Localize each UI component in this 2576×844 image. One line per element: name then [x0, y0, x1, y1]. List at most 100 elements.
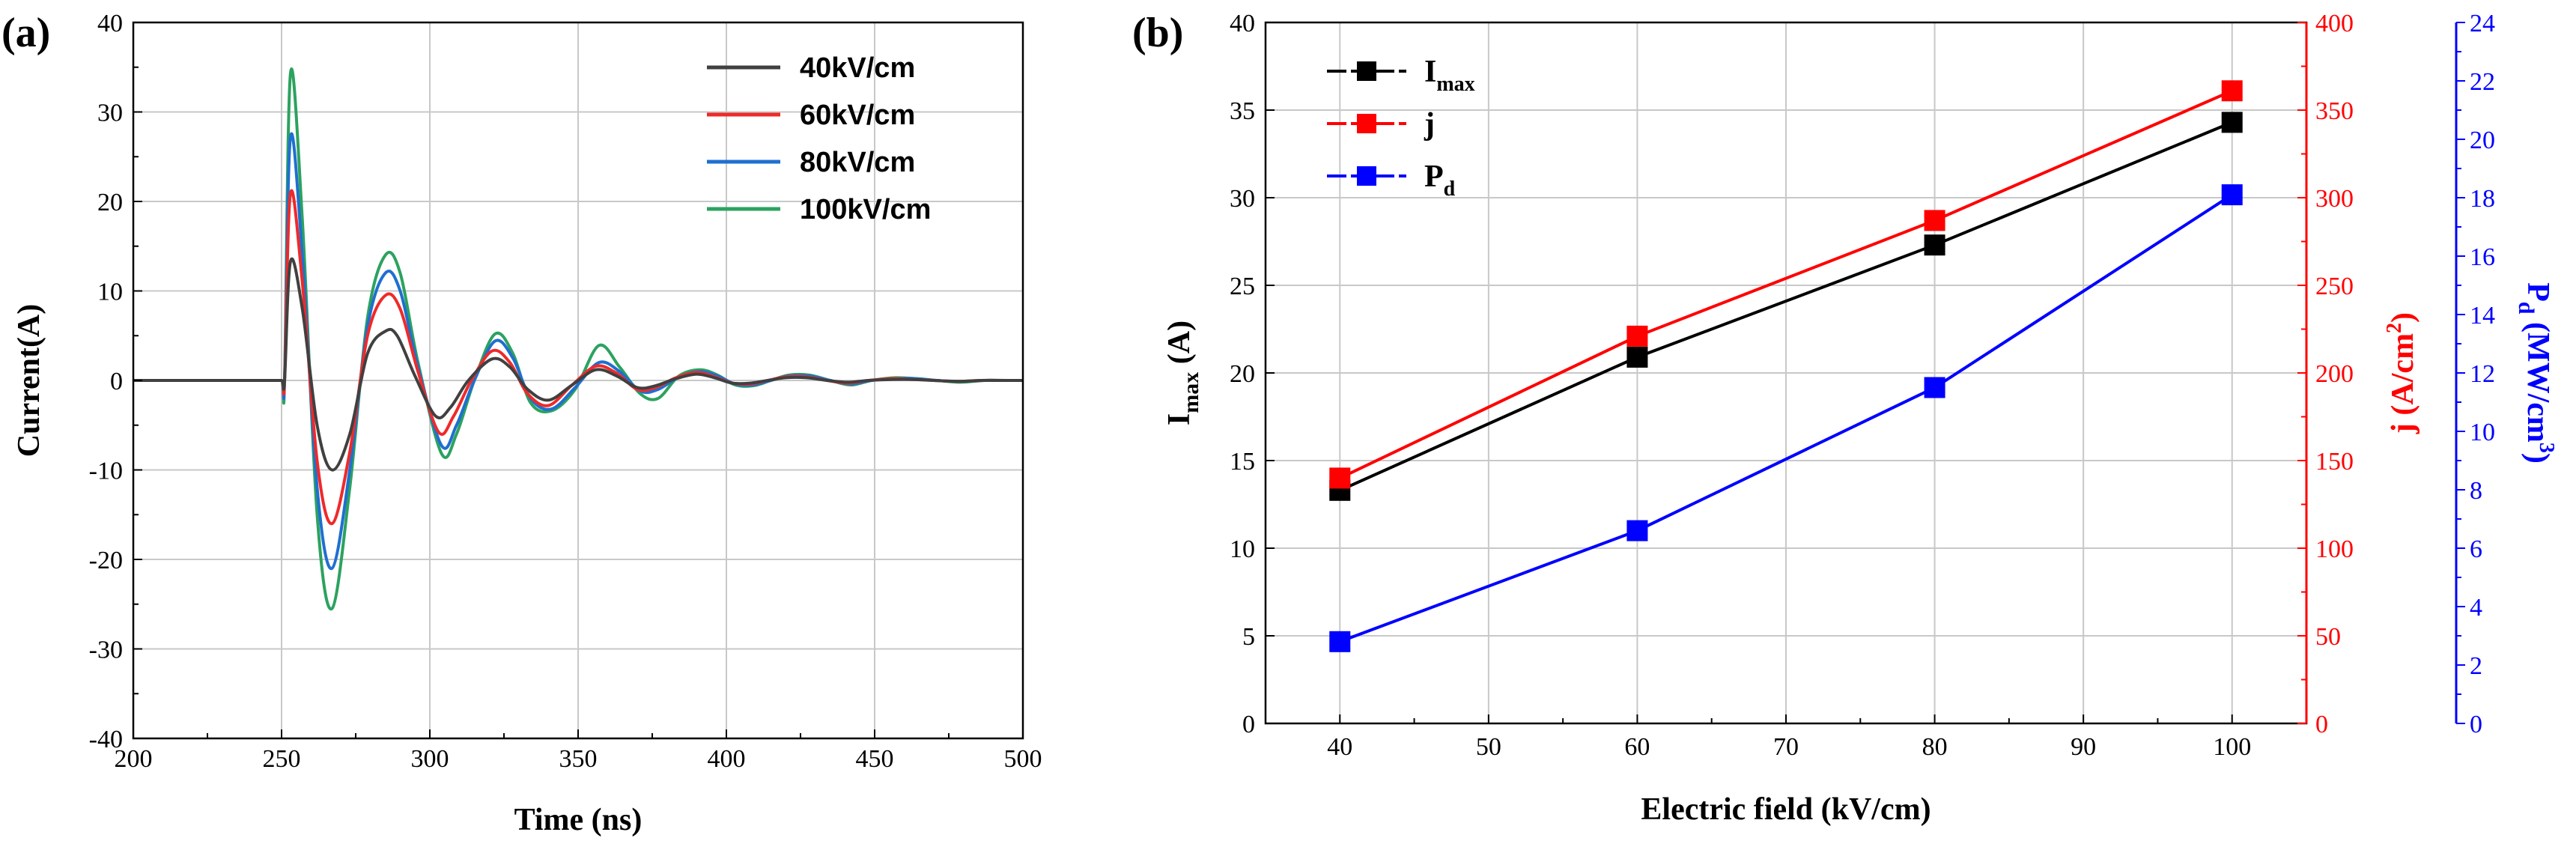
panel-a-y-tick-label: 10	[97, 279, 123, 306]
panel-b-right1-tick-label: 400	[2315, 10, 2354, 37]
legend-swatch-marker-j	[1357, 114, 1376, 133]
data-point-P	[1924, 377, 1945, 398]
panel-a-x-tick-label: 250	[263, 745, 301, 773]
legend-swatch-marker-I	[1357, 61, 1376, 81]
panel-a-x-tick-label: 400	[708, 745, 746, 773]
panel-a-legend: 40kV/cm 60kV/cm 80kV/cm 100kV/cm	[707, 52, 931, 225]
panel-a-x-tick-label: 350	[559, 745, 598, 773]
legend-label-j: j	[1424, 107, 1435, 142]
panel-a-y-tick-label: 40	[97, 10, 123, 37]
panel-b-y-title-text-right2: Pd (MW/cm3)	[2514, 282, 2558, 464]
panel-b-left-tick-label: 0	[1242, 711, 1255, 738]
panel-b-y-title-end: )	[2386, 312, 2420, 323]
data-point-j	[2221, 80, 2243, 102]
panel-b-x-tick-label: 60	[1624, 733, 1650, 761]
panel-b-right1-tick-label: 150	[2315, 448, 2354, 476]
panel-b-right2-tick-label: 22	[2470, 68, 2495, 96]
data-point-j	[1924, 210, 1945, 231]
panel-b-right2-tick-label: 8	[2470, 477, 2482, 505]
data-point-I	[1626, 346, 1648, 368]
panel-b-right1-tick-label: 350	[2315, 97, 2354, 125]
panel-a-x-axis-title: Time (ns)	[514, 803, 643, 837]
series-line-j	[1339, 89, 2233, 480]
panel-b-right2-tick-label: 10	[2470, 419, 2495, 446]
panel-a-y-tick-label: 0	[110, 368, 123, 395]
panel-b-x-tick-label: 50	[1476, 733, 1501, 761]
series-line-I	[1339, 121, 2233, 492]
series-line-40kV/cm	[133, 258, 1023, 472]
panel-a-x-tick-label: 500	[1004, 745, 1042, 773]
panel-b-right2-tick-label: 0	[2470, 711, 2482, 738]
legend-label-100kV/cm: 100kV/cm	[800, 194, 931, 225]
panel-b-y-title-tail: (A)	[1162, 321, 1197, 372]
panel-b-x-tick-label: 70	[1773, 733, 1799, 761]
panel-b-y-title-left: Imax (A)	[1162, 321, 1203, 425]
panel-b-right2-tick-label: 24	[2470, 10, 2495, 37]
panel-a-x-tick-label: 450	[856, 745, 894, 773]
panel-b-x-tick-label: 40	[1327, 733, 1352, 761]
panel-a-current-chart: (a) 200 250 300 350 400 450 500 -40 -30 -20 -10 0 10…	[1, 10, 1042, 837]
panel-b-y-title-superscript: 3	[2535, 443, 2558, 453]
panel-b-ticks: 40 50 60 70 80 90 1000510152025303540050100150…	[1230, 10, 2495, 761]
panel-b-right2-tick-label: 6	[2470, 535, 2482, 563]
legend-label-80kV/cm: 80kV/cm	[800, 147, 915, 178]
panel-a-y-tick-label: -40	[89, 726, 123, 753]
panel-b-series	[1329, 80, 2243, 652]
panel-a-series-lines	[133, 67, 1023, 611]
panel-b-grid	[1266, 22, 2306, 723]
panel-b-right1-tick-label: 50	[2315, 623, 2341, 651]
panel-b-right1-tick-label: 200	[2315, 360, 2354, 388]
legend-label-subscript: max	[1436, 73, 1474, 96]
panel-b-x-tick-label: 100	[2213, 733, 2251, 761]
panel-b-y-title-tail: (A/cm	[2386, 333, 2420, 423]
panel-b-field-chart: (b) 40 50 60 70 80 90 100051015202530354005010…	[1132, 10, 2558, 827]
panel-b-y-title-subscript: d	[2514, 302, 2539, 315]
data-point-P	[1329, 631, 1351, 652]
panel-a-y-tick-label: -30	[89, 637, 123, 664]
panel-b-right2-tick-label: 16	[2470, 243, 2495, 271]
panel-a-x-tick-label: 300	[411, 745, 449, 773]
legend-label-40kV/cm: 40kV/cm	[800, 52, 915, 84]
panel-b-x-tick-label: 90	[2071, 733, 2096, 761]
legend-swatch-marker-P	[1357, 166, 1376, 186]
panel-a-y-tick-label: 20	[97, 189, 123, 216]
data-point-I	[1924, 234, 1945, 256]
panel-a-y-tick-label: -10	[89, 458, 123, 485]
data-point-j	[1626, 325, 1648, 347]
panel-b-y-title-right2: Pd (MW/cm3)	[2514, 282, 2558, 464]
panel-b-right2-tick-label: 4	[2470, 594, 2482, 622]
panel-b-label: (b)	[1132, 10, 1183, 56]
panel-b-left-tick-label: 25	[1230, 273, 1255, 300]
panel-a-x-tick-label: 200	[115, 745, 153, 773]
panel-b-x-tick-label: 80	[1922, 733, 1948, 761]
data-point-I	[2221, 112, 2243, 133]
panel-a-y-axis-title: Current(A)	[12, 304, 46, 458]
panel-a-y-tick-label: 30	[97, 100, 123, 127]
data-point-P	[2221, 184, 2243, 206]
panel-b-left-tick-label: 10	[1230, 535, 1255, 563]
panel-b-right2-tick-label: 14	[2470, 302, 2495, 330]
panel-b-left-tick-label: 5	[1242, 623, 1255, 651]
panel-a-label: (a)	[1, 10, 50, 56]
panel-b-right2-tick-label: 18	[2470, 185, 2495, 213]
panel-b-y-title-text-left: Imax (A)	[1162, 321, 1203, 425]
panel-b-left-tick-label: 40	[1230, 10, 1255, 37]
panel-b-y-title-superscript: 2	[2383, 323, 2406, 333]
panel-b-y-title-end: )	[2521, 453, 2555, 464]
series-line-P	[1339, 193, 2233, 643]
panel-b-right2-tick-label: 2	[2470, 652, 2482, 680]
data-point-j	[1329, 467, 1351, 489]
panel-a-ticks: 200 250 300 350 400 450 500 -40 -30 -20 -10 0 10 20 30…	[89, 10, 1042, 773]
panel-b-left-tick-label: 20	[1230, 360, 1255, 388]
panel-b-right2-tick-label: 12	[2470, 360, 2495, 388]
panel-b-x-axis-title: Electric field (kV/cm)	[1641, 792, 1931, 827]
panel-b-left-tick-label: 30	[1230, 185, 1255, 213]
panel-b-right1-tick-label: 250	[2315, 273, 2354, 300]
legend-label-60kV/cm: 60kV/cm	[800, 100, 915, 131]
panel-b-right2-tick-label: 20	[2470, 127, 2495, 154]
panel-b-y-title-text-right1: j (A/cm2)	[2383, 312, 2420, 434]
panel-b-left-tick-label: 35	[1230, 97, 1255, 125]
panel-a-y-tick-label: -20	[89, 547, 123, 574]
panel-b-y-title-subscript: max	[1179, 372, 1203, 413]
